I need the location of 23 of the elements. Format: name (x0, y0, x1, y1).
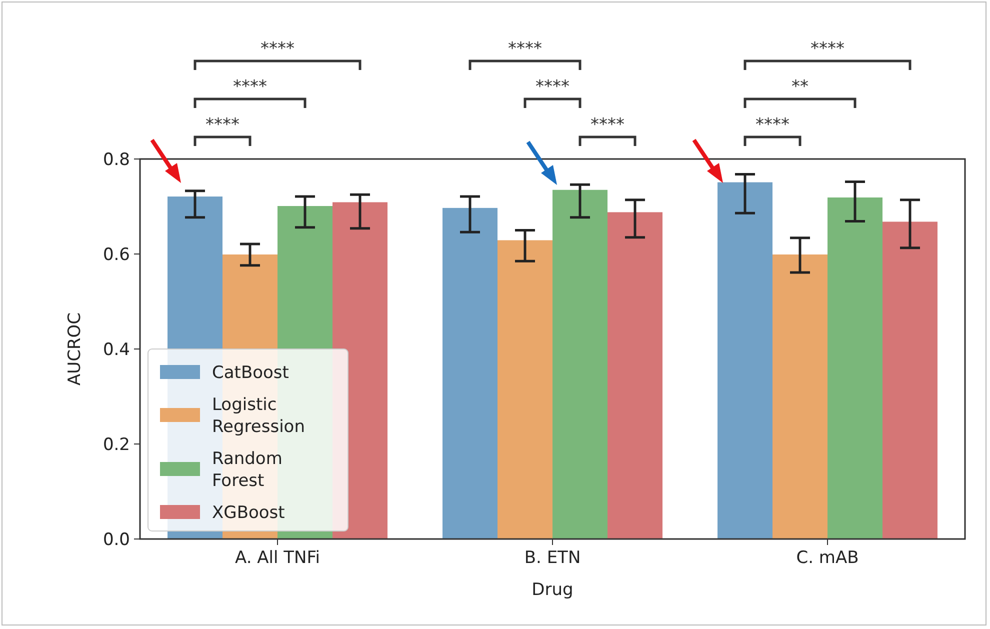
x-tick-label: C. mAB (796, 548, 859, 568)
y-tick-label: 0.4 (102, 340, 130, 360)
x-tick-label: A. All TNFi (235, 548, 320, 568)
x-axis-title: Drug (532, 580, 574, 600)
y-tick-label: 0.8 (102, 150, 130, 170)
x-tick-label: B. ETN (524, 548, 581, 568)
text: **** (206, 115, 240, 135)
legend-label: XGBoost (212, 502, 286, 523)
y-tick-label: 0.0 (102, 530, 130, 550)
y-tick-label: 0.6 (102, 244, 130, 265)
text: **** (233, 77, 267, 97)
text: **** (590, 115, 624, 135)
text: **** (536, 77, 570, 97)
text: **** (260, 39, 294, 59)
text: ** (792, 77, 808, 97)
legend-label: Logistic Regression (212, 394, 305, 437)
legend-label: Random Forest (212, 448, 282, 491)
y-tick-label: 0.2 (102, 434, 130, 455)
text: **** (508, 39, 542, 59)
text: **** (756, 115, 790, 135)
legend-label: CatBoost (212, 362, 290, 383)
text: **** (810, 39, 844, 59)
y-axis-title: AUCROC (65, 312, 85, 386)
